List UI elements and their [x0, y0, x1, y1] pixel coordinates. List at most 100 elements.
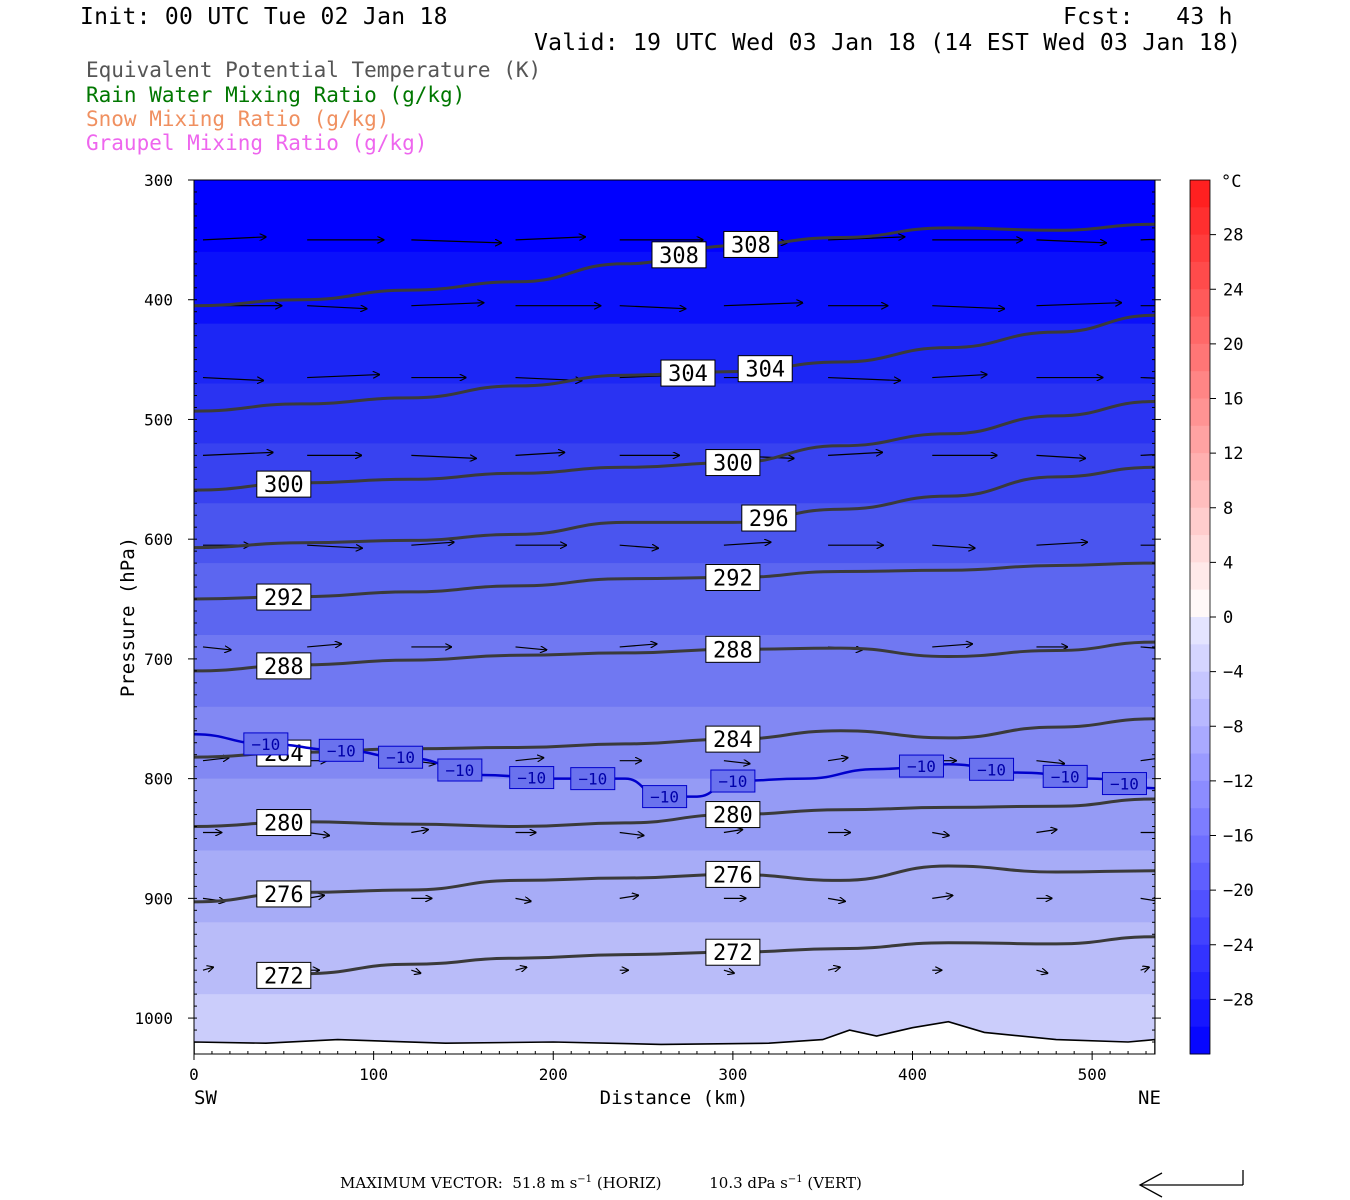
wind-vector	[932, 545, 975, 548]
wind-vector	[1140, 454, 1155, 456]
isotherm-label: −10	[907, 757, 936, 776]
wind-vector	[1036, 970, 1047, 973]
wind-vector	[1036, 303, 1121, 306]
colorbar-tick-label: −24	[1223, 936, 1254, 956]
wind-vector	[1140, 967, 1149, 970]
contour-label-box	[651, 241, 707, 269]
wind-vector	[828, 452, 882, 455]
isotherm-label-box	[318, 738, 364, 762]
wind-vector	[202, 967, 213, 970]
max-horiz-value: 51.8	[512, 1174, 546, 1192]
sw-label: SW	[194, 1087, 217, 1109]
colorbar-step	[1190, 671, 1210, 700]
wind-vector	[723, 542, 771, 545]
wind-vector	[827, 898, 845, 901]
wind-vector	[515, 647, 547, 650]
legend-theta-e: Equivalent Potential Temperature (K)	[86, 58, 542, 82]
contour-label-box	[256, 961, 312, 989]
wind-vector	[411, 455, 476, 458]
colorbar-step	[1190, 890, 1210, 918]
wind-vector	[1036, 240, 1106, 243]
colorbar-step	[1190, 343, 1210, 372]
theta-e-contour-276	[194, 864, 1155, 904]
isotherm-label-box	[1101, 772, 1147, 796]
y-tick-label: 1000	[134, 1009, 173, 1028]
legend-rain-water: Rain Water Mixing Ratio (g/kg)	[86, 83, 466, 107]
wind-vector	[619, 833, 644, 836]
contour-label-box	[256, 470, 312, 498]
colorbar-step	[1190, 562, 1210, 591]
wind-vector	[932, 895, 952, 898]
wind-vector	[307, 644, 341, 647]
y-axis-title: Pressure (hPa)	[117, 537, 139, 697]
wind-vector	[411, 303, 483, 306]
wind-vector	[828, 237, 905, 240]
contour-label-box	[705, 725, 761, 753]
contour-label-304: 304	[668, 362, 708, 387]
isotherm-label-box	[509, 766, 555, 790]
y-tick-label: 400	[144, 291, 173, 310]
wind-vector	[932, 644, 972, 647]
wind-vector	[1036, 761, 1064, 764]
contour-label-308: 308	[659, 244, 699, 269]
wind-vector	[411, 542, 454, 545]
colorbar-step	[1190, 535, 1210, 563]
isotherm-label: −10	[327, 741, 356, 760]
isotherm-label: −10	[445, 761, 474, 780]
wind-vector	[723, 303, 803, 306]
colorbar: 28 24 20 16 12 8 4 0 −4 −8 −12 −16 −20 −24 −28	[1189, 179, 1254, 1055]
colorbar-step	[1190, 835, 1210, 864]
colorbar-step	[1190, 644, 1210, 673]
isotherm-label: −10	[650, 788, 679, 807]
colorbar-step	[1190, 1026, 1210, 1055]
contour-label-276: 276	[713, 863, 753, 888]
legend-snow: Snow Mixing Ratio (g/kg)	[86, 107, 390, 131]
colorbar-step	[1190, 780, 1210, 809]
contour-label-box	[256, 583, 312, 611]
wind-vector	[411, 970, 420, 973]
isotherm-label-box	[710, 769, 756, 793]
terrain	[194, 1020, 1155, 1054]
x-tick-label: 100	[359, 1065, 388, 1084]
colorbar-step	[1190, 453, 1210, 481]
contour-label-box	[705, 860, 761, 888]
contour-label-box	[741, 504, 797, 532]
colorbar-step	[1190, 180, 1210, 208]
contour-label-288: 288	[264, 655, 304, 680]
colorbar-tick-label: 8	[1223, 499, 1233, 519]
wind-vector	[827, 758, 848, 761]
isotherm-label: −10	[578, 770, 607, 789]
colorbar-step	[1190, 617, 1210, 645]
colorbar-tick-label: 4	[1223, 553, 1233, 573]
isotherm-minus10: −10 −10 −10 −10 −10 −10 −10 −10 −10 −10 −10 −10	[194, 732, 1155, 809]
wind-vector	[619, 644, 657, 647]
contour-label-box	[705, 801, 761, 829]
contour-label-box	[705, 563, 761, 591]
colorbar-tick-label: 0	[1223, 608, 1233, 628]
terrain-surface	[194, 1020, 1155, 1054]
colorbar-tick-label: 24	[1223, 280, 1243, 300]
wind-vector	[202, 647, 231, 650]
max-vector-footer: MAXIMUM VECTOR: 51.8 m s−1 (HORIZ) 10.3 …	[340, 1174, 862, 1192]
colorbar-tick-label: −8	[1223, 717, 1243, 737]
contour-label-box	[256, 809, 312, 837]
colorbar-step	[1190, 726, 1210, 755]
contour-label-box	[723, 230, 779, 258]
colorbar-step	[1190, 398, 1210, 427]
temp-band-6	[194, 563, 1155, 636]
x-tick-label: 400	[898, 1065, 927, 1084]
isotherm-label: −10	[1110, 775, 1139, 794]
y-tick-label: 900	[144, 889, 173, 908]
theta-e-contour-292	[194, 561, 1155, 601]
init-time-label: Init: 00 UTC Tue 02 Jan 18	[80, 4, 448, 30]
isotherm-label-box	[1042, 764, 1088, 788]
contour-label-292: 292	[713, 566, 753, 591]
wind-vector	[411, 830, 428, 833]
contour-label-box	[705, 635, 761, 663]
wind-vector	[307, 306, 367, 309]
isotherm-label-box	[898, 754, 944, 778]
wind-vector	[723, 830, 743, 833]
colorbar-step	[1190, 234, 1210, 263]
legend-graupel: Graupel Mixing Ratio (g/kg)	[86, 131, 428, 155]
wind-vector	[515, 967, 527, 970]
